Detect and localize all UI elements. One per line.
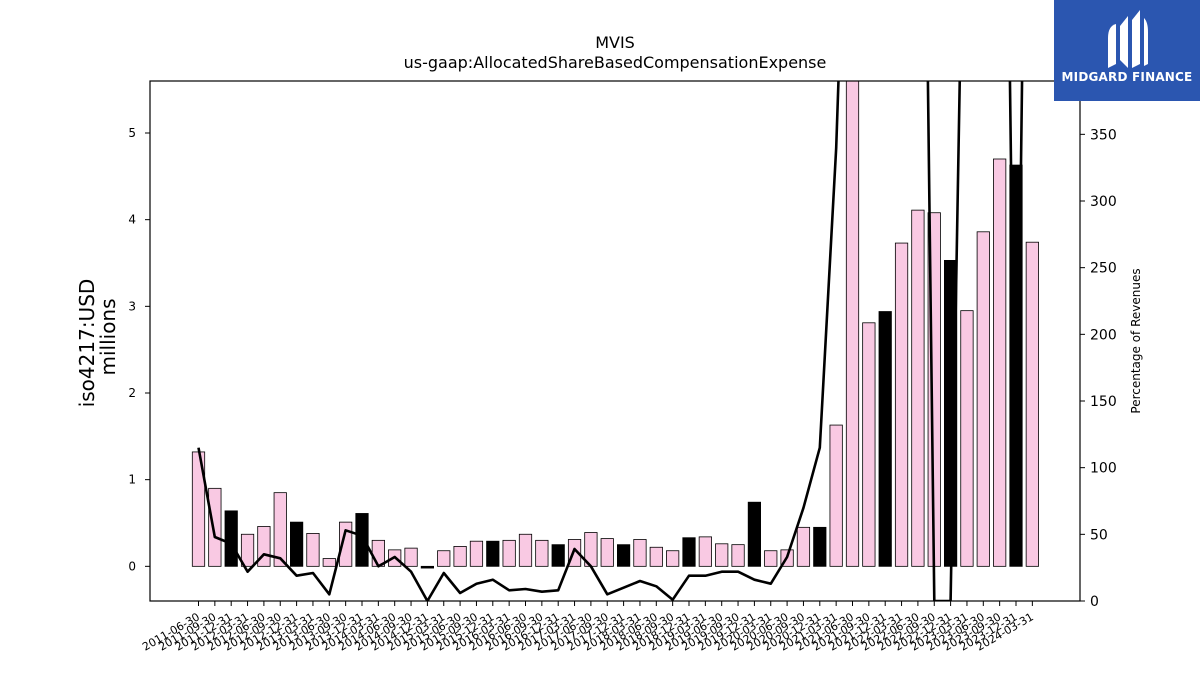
bar-2013-03-31 [306, 533, 320, 567]
bar-2022-03-31 [894, 242, 909, 567]
bar-2016-03-31 [502, 539, 516, 567]
bar-2021-06-30 [845, 81, 860, 567]
midgard-logo: MIDGARD FINANCE [1054, 0, 1200, 101]
bar-2016-06-30 [518, 533, 533, 567]
bar-2016-12-31 [551, 544, 565, 567]
bar-2017-09-30 [600, 538, 614, 567]
bar-2015-12-31 [486, 540, 500, 567]
y-axis-label-line2: millions [96, 298, 120, 375]
bar-2020-12-31 [813, 526, 827, 567]
percentage-line [197, 81, 1024, 601]
bar-2023-09-30 [993, 158, 1007, 567]
bar-2013-09-30 [339, 521, 353, 567]
bar-2015-09-30 [469, 540, 484, 567]
y-tick-label: 5 [128, 126, 136, 140]
y2-tick-label: 250 [1090, 261, 1117, 277]
bar-2018-03-31 [633, 539, 647, 567]
y2-tick-label: 350 [1090, 127, 1117, 143]
y2-tick-label: 100 [1090, 461, 1117, 477]
bar-2011-12-31 [224, 510, 238, 567]
bar-2013-06-30 [322, 558, 336, 567]
bar-2019-03-31 [698, 536, 712, 567]
bar-2016-09-30 [535, 539, 549, 567]
y-tick-label: 3 [128, 299, 136, 313]
bar-2014-09-30 [404, 547, 418, 567]
bar-2018-09-30 [666, 550, 680, 567]
y-axis-label-line1: iso4217:USD [75, 279, 99, 408]
bar-2017-12-31 [617, 544, 631, 567]
bar-2023-06-30 [976, 231, 990, 567]
bar-2021-09-30 [862, 322, 876, 567]
bar-2019-12-31 [747, 501, 762, 567]
y-tick-label: 0 [128, 559, 136, 573]
bar-2012-12-31 [289, 521, 304, 567]
y2-tick-label: 150 [1090, 394, 1117, 410]
bar-2019-06-30 [715, 543, 729, 567]
bar-2013-12-31 [355, 513, 369, 567]
y2-tick-label: 0 [1090, 594, 1099, 610]
y2-tick-label: 300 [1090, 194, 1117, 210]
bar-2014-12-31 [420, 565, 435, 569]
bar-2015-06-30 [453, 546, 467, 567]
y2-tick-label: 50 [1090, 527, 1108, 543]
bar-2020-03-31 [764, 550, 778, 567]
bar-2019-09-30 [731, 544, 745, 567]
bar-2020-09-30 [796, 526, 811, 567]
y-tick-label: 2 [128, 386, 136, 400]
bar-2012-09-30 [273, 492, 287, 567]
plot-frame [149, 80, 1081, 602]
bar-2024-03-31 [1025, 241, 1039, 567]
midgard-logo-icon [1108, 10, 1148, 68]
bar-2015-03-31 [437, 550, 451, 567]
logo-text: MIDGARD FINANCE [1061, 70, 1193, 84]
y-tick-label: 1 [128, 473, 136, 487]
bar-2021-12-31 [878, 311, 892, 567]
bar-2021-03-31 [829, 424, 843, 567]
chart-title: MVIS [595, 33, 635, 52]
y-tick-label: 4 [128, 213, 136, 227]
bar-2018-12-31 [682, 537, 696, 567]
bar-2011-09-30 [208, 487, 222, 567]
bar-2012-03-31 [240, 533, 255, 567]
bar-2018-06-30 [649, 546, 663, 567]
chart-subtitle: us-gaap:AllocatedShareBasedCompensationE… [404, 53, 827, 72]
y2-tick-label: 200 [1090, 327, 1117, 343]
y2-axis-label: Percentage of Revenues [1129, 268, 1143, 413]
bar-2023-03-31 [960, 310, 974, 567]
bar-2022-06-30 [911, 209, 925, 567]
